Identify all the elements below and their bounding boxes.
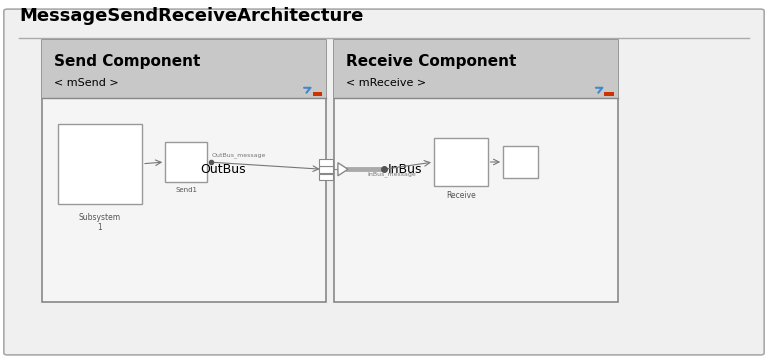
Polygon shape: [323, 163, 333, 176]
Text: Send Component: Send Component: [54, 55, 200, 70]
Text: Send1: Send1: [175, 187, 197, 193]
FancyBboxPatch shape: [319, 174, 333, 180]
FancyBboxPatch shape: [434, 138, 488, 186]
Text: InBus_message: InBus_message: [367, 171, 415, 177]
Text: < mSend >: < mSend >: [54, 78, 118, 88]
FancyBboxPatch shape: [319, 166, 333, 173]
FancyBboxPatch shape: [604, 91, 614, 96]
FancyBboxPatch shape: [503, 146, 538, 178]
Text: MessageSendReceiveArchitecture: MessageSendReceiveArchitecture: [19, 8, 363, 25]
Text: Subsystem
1: Subsystem 1: [79, 213, 121, 232]
Text: Receive: Receive: [446, 191, 475, 200]
FancyBboxPatch shape: [42, 40, 326, 302]
FancyBboxPatch shape: [58, 124, 142, 204]
Text: < mReceive >: < mReceive >: [346, 78, 425, 88]
FancyBboxPatch shape: [165, 142, 207, 182]
FancyBboxPatch shape: [313, 91, 322, 96]
Text: InBus: InBus: [388, 163, 422, 176]
FancyBboxPatch shape: [319, 159, 333, 166]
FancyBboxPatch shape: [334, 40, 618, 302]
Polygon shape: [338, 163, 348, 176]
FancyBboxPatch shape: [334, 40, 618, 98]
FancyBboxPatch shape: [42, 40, 326, 98]
Text: Receive Component: Receive Component: [346, 55, 516, 70]
Text: OutBus_message: OutBus_message: [211, 153, 266, 158]
FancyBboxPatch shape: [4, 9, 764, 355]
Text: OutBus: OutBus: [200, 163, 246, 176]
